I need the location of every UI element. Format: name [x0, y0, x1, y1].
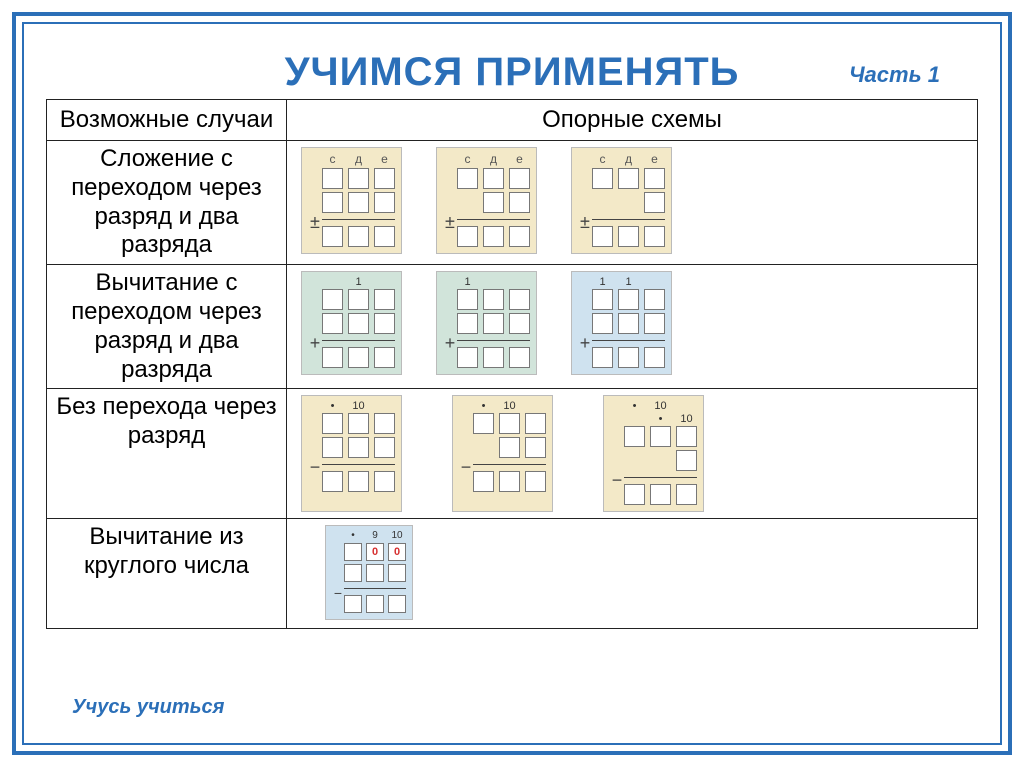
case-cell-2: Вычитание с переходом через разряд и два…	[47, 265, 287, 389]
schemes-cell-3: • 10 −	[287, 389, 978, 519]
column-heads: с д е	[308, 152, 395, 166]
case-cell-3: Без перехода через разряд	[47, 389, 287, 519]
scheme-tile: с д е ±	[301, 147, 402, 254]
scheme-tile: • 9 10 − 0 0	[325, 525, 413, 620]
scheme-row: • 10 −	[295, 395, 969, 512]
scheme-tile: • 10 −	[301, 395, 402, 512]
table-row: Без перехода через разряд • 10 −	[47, 389, 978, 519]
table-row: Вычитание из круглого числа • 9 10 −	[47, 519, 978, 629]
header-cases: Возможные случаи	[47, 100, 287, 141]
case-cell-1: Сложение с переходом через разряд и два …	[47, 141, 287, 265]
table-row: Вычитание с переходом через разряд и два…	[47, 265, 978, 389]
scheme-tile: 1 +	[436, 271, 537, 375]
header-row: Возможные случаи Опорные схемы	[47, 100, 978, 141]
scheme-tile: • 10 • 10 −	[603, 395, 704, 512]
operator-sign: ±	[308, 212, 322, 233]
schemes-cell-1: с д е ±	[287, 141, 978, 265]
scheme-row: 1 +	[295, 271, 969, 375]
scheme-tile: 1 1 +	[571, 271, 672, 375]
case-cell-4: Вычитание из круглого числа	[47, 519, 287, 629]
table-row: Сложение с переходом через разряд и два …	[47, 141, 978, 265]
scheme-tile: • 10 −	[452, 395, 553, 512]
scheme-row: • 9 10 − 0 0	[295, 525, 969, 620]
schemes-cell-4: • 9 10 − 0 0	[287, 519, 978, 629]
inner-frame: Часть 1 УЧИМСЯ ПРИМЕНЯТЬ Возможные случа…	[22, 22, 1002, 745]
main-table: Возможные случаи Опорные схемы Сложение …	[46, 99, 978, 629]
scheme-tile: 1 +	[301, 271, 402, 375]
page-title: УЧИМСЯ ПРИМЕНЯТЬ	[46, 50, 978, 95]
outer-frame: Часть 1 УЧИМСЯ ПРИМЕНЯТЬ Возможные случа…	[12, 12, 1012, 755]
scheme-tile: с д е ±	[436, 147, 537, 254]
part-label: Часть 1	[849, 62, 940, 88]
scheme-row: с д е ±	[295, 147, 969, 254]
schemes-cell-2: 1 +	[287, 265, 978, 389]
header-schemes: Опорные схемы	[287, 100, 978, 141]
footer-label: Учусь учиться	[72, 696, 224, 719]
scheme-tile: с д е ±	[571, 147, 672, 254]
